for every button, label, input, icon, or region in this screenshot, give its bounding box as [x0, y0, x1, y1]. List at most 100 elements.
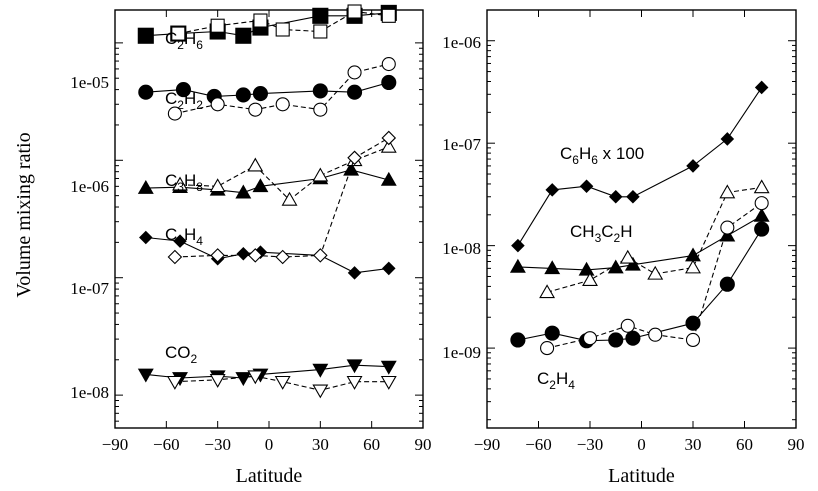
data-point	[137, 179, 154, 194]
annotation-part-sub1: 2	[191, 352, 198, 366]
annotation-part-sub1: 2	[549, 378, 556, 392]
annotation-part-sub1: 2	[177, 98, 184, 112]
annotation-part-sub1: 3	[595, 231, 602, 245]
x-tick-label: 30	[312, 435, 329, 454]
data-point	[171, 26, 186, 41]
annotation-part-base: C	[537, 369, 549, 388]
data-point	[139, 230, 153, 245]
y-tick-label: 1e-06	[70, 177, 109, 196]
data-point	[346, 375, 363, 390]
x-tick-label: −30	[204, 435, 231, 454]
x-tick-label: 90	[415, 435, 432, 454]
annotation-part-mid: H	[184, 89, 196, 108]
data-point	[173, 234, 187, 248]
data-point	[620, 318, 635, 333]
x-tick-label: 60	[736, 435, 753, 454]
data-point	[686, 159, 700, 173]
data-point	[544, 325, 560, 341]
annotation-part-mid: H	[184, 171, 196, 190]
data-point	[720, 132, 735, 146]
x-tick-label: −30	[577, 435, 604, 454]
data-point	[719, 276, 735, 292]
annotation-part-base: C	[165, 29, 177, 48]
annotation-part-mid: H	[556, 369, 568, 388]
data-point	[312, 384, 329, 399]
data-point	[312, 7, 329, 24]
data-point	[252, 86, 268, 102]
annotation-part-mid: H	[579, 144, 591, 163]
series-annotation: C3H8	[165, 171, 203, 194]
data-point	[380, 360, 397, 375]
data-point	[172, 176, 188, 191]
data-point	[247, 157, 264, 172]
data-point	[235, 87, 251, 103]
x-axis-title: Latitude	[236, 465, 303, 487]
data-point	[137, 368, 154, 383]
data-point	[312, 167, 329, 182]
data-point	[346, 359, 363, 374]
series-annotation: C6H6 x 100	[560, 144, 644, 167]
data-point	[381, 74, 397, 91]
x-tick-label: 90	[788, 435, 805, 454]
data-point	[167, 249, 183, 265]
x-tick-label: −60	[153, 435, 180, 454]
y-tick-label: 1e-06	[442, 33, 481, 52]
data-point	[753, 207, 770, 222]
annotation-part-sub2: 4	[568, 378, 575, 392]
annotation-part-base: CO	[165, 343, 191, 362]
data-point	[312, 363, 329, 378]
annotation-part-sub2: 6	[196, 38, 203, 52]
data-point	[210, 18, 225, 33]
data-point	[347, 65, 362, 80]
annotation-part-sub1: 2	[177, 38, 184, 52]
data-point	[380, 171, 397, 186]
data-point	[381, 8, 396, 23]
data-point	[209, 178, 226, 193]
x-tick-label: −90	[102, 435, 129, 454]
data-point	[607, 259, 624, 274]
data-point	[720, 220, 735, 235]
data-point	[167, 106, 182, 121]
data-point	[582, 331, 598, 346]
data-point	[313, 24, 328, 39]
data-point	[619, 249, 636, 264]
data-point	[624, 256, 641, 271]
data-point	[539, 284, 556, 299]
y-tick-label: 1e-07	[70, 279, 109, 298]
left-panel: −90 −60 −30 0 30 60 90 Latitude 1e-08 1e-07 1e-06 1…	[70, 4, 432, 487]
data-point	[347, 4, 362, 19]
data-point	[274, 375, 291, 390]
annotation-part-sub2: 4	[196, 234, 203, 248]
annotation-part-sub2: 6	[591, 153, 598, 167]
data-point	[175, 82, 191, 98]
series-annotation: CO2	[165, 343, 198, 366]
data-point	[236, 246, 251, 261]
x-tick-label: 0	[637, 435, 646, 454]
data-point	[647, 265, 664, 280]
annotation-part-sub2: 8	[196, 180, 203, 194]
annotation-part-mid: C	[601, 222, 613, 241]
data-point	[582, 272, 598, 286]
data-point	[625, 330, 641, 346]
data-point	[313, 248, 328, 263]
data-point	[545, 183, 560, 197]
data-point	[235, 27, 252, 44]
data-point	[347, 266, 362, 280]
data-point	[719, 184, 736, 199]
data-point	[608, 332, 624, 348]
data-point	[626, 189, 640, 204]
data-point	[511, 238, 525, 253]
data-point	[380, 138, 397, 153]
data-point	[312, 83, 328, 99]
data-point	[347, 150, 362, 166]
y-tick-label: 1e-05	[70, 73, 109, 92]
series-annotation: C2H4	[537, 369, 575, 392]
x-tick-label: −90	[474, 435, 501, 454]
data-point	[138, 84, 154, 100]
data-point	[685, 259, 701, 274]
x-axis-title: Latitude	[608, 465, 675, 487]
y-tick-label: 1e-08	[442, 239, 481, 258]
series-annotation: C2H4	[165, 225, 203, 248]
annotation-part-sub2: 2	[196, 98, 203, 112]
